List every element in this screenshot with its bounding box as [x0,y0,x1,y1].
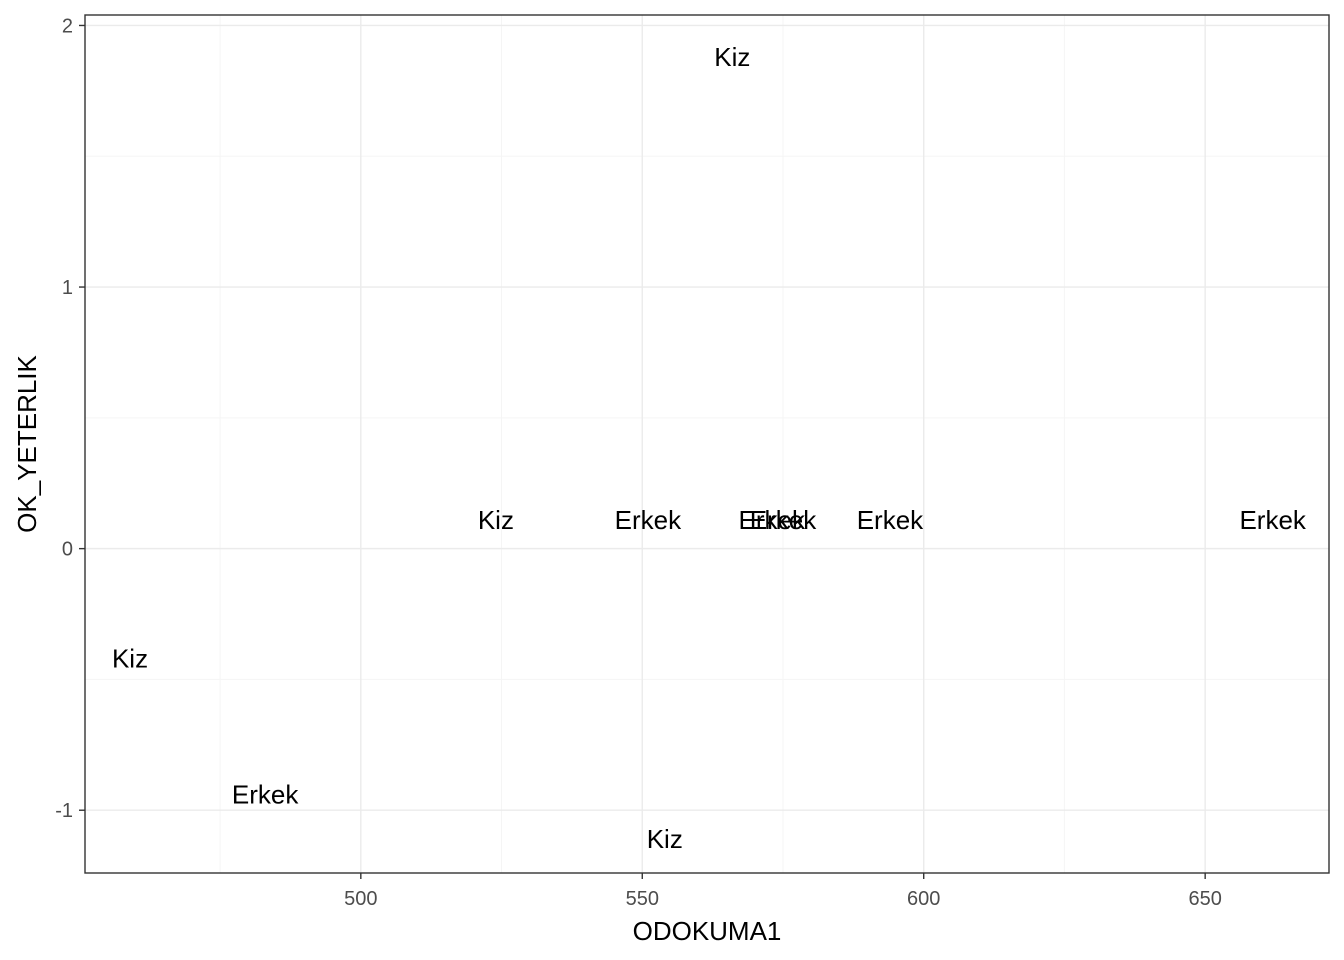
point-label: Erkek [615,505,682,535]
point-label: Erkek [232,780,299,810]
point-label: Kiz [112,644,148,674]
point-label: Erkek [1239,505,1306,535]
y-tick-label: 2 [62,15,73,37]
point-label: Erkek [857,505,924,535]
x-axis-title: ODOKUMA1 [633,916,782,946]
x-tick-label: 500 [344,888,377,910]
point-label: Kiz [478,505,514,535]
x-tick-label: 550 [626,888,659,910]
y-tick-label: 0 [62,539,73,561]
point-label: Erkek [738,505,805,535]
major-grid [85,15,1329,873]
point-label: Erkek [750,505,817,535]
y-tick-label: 1 [62,277,73,299]
y-axis-ticks: -1 0 1 2 [55,15,85,822]
minor-grid [85,15,1329,873]
y-tick-label: -1 [55,800,73,822]
x-tick-label: 650 [1188,888,1221,910]
x-axis-ticks: 500 550 600 650 [344,873,1222,910]
point-label: Kiz [714,42,750,72]
x-tick-label: 600 [907,888,940,910]
panel-border [84,14,1330,874]
y-axis-title: OK_YETERLIK [12,354,42,532]
point-label: Kiz [647,824,683,854]
